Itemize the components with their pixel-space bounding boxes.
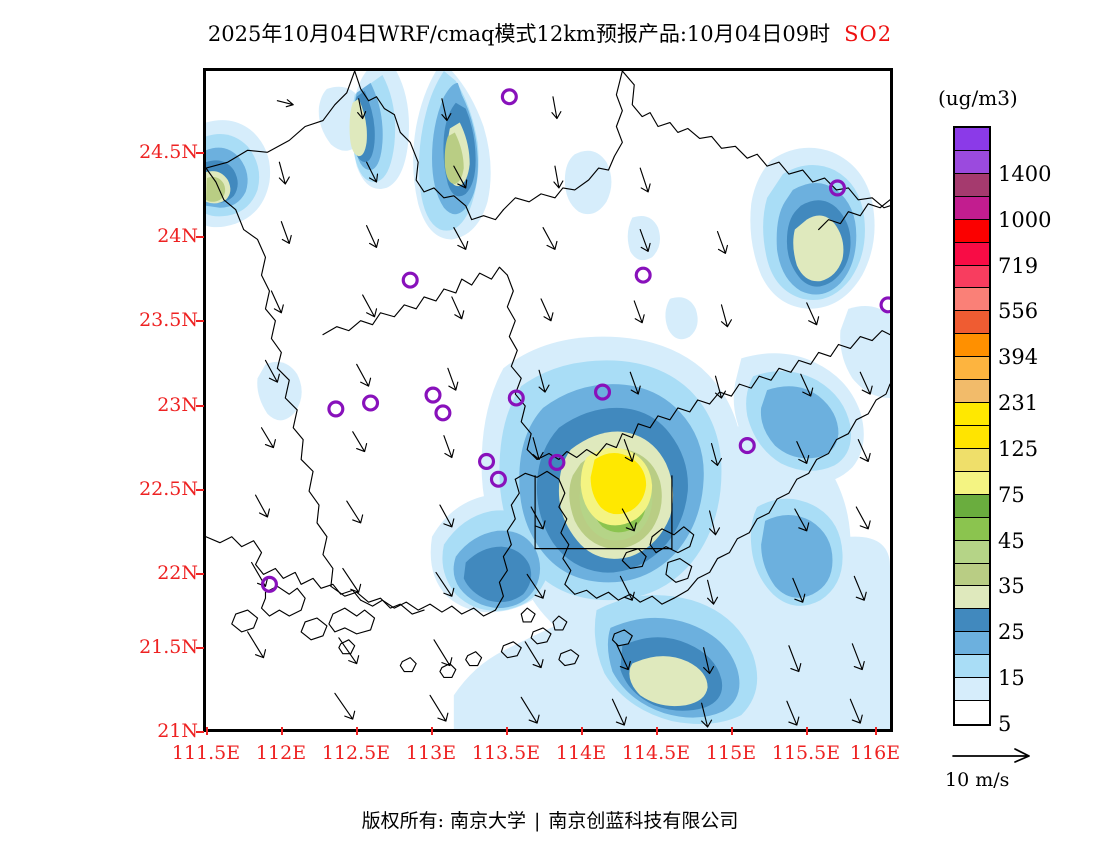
colorbar-tick-labels: 1400 1000 719 556 394 231 125 75 45 35 25 15 5	[998, 126, 1098, 736]
title-species: SO2	[844, 22, 893, 46]
footer-separator: |	[534, 810, 541, 832]
wind-arrow-icon	[952, 748, 1030, 763]
colorbar-band	[955, 242, 989, 266]
colorbar-band	[955, 586, 989, 610]
x-tick-label: 114.5E	[621, 742, 691, 764]
colorbar-tick-label: 125	[998, 436, 1039, 461]
colorbar-band	[955, 196, 989, 220]
colorbar-tick-label: 25	[998, 620, 1025, 645]
title-main: 2025年10月04日WRF/cmaq模式12km预报产品:10月04日09时	[207, 22, 831, 46]
colorbar-band	[955, 517, 989, 541]
colorbar-band	[955, 128, 989, 151]
colorbar-band	[955, 678, 989, 702]
y-tick-label: 24N	[157, 225, 198, 247]
colorbar-band	[955, 288, 989, 312]
colorbar-band	[955, 219, 989, 243]
y-tick-label: 21.5N	[139, 636, 198, 658]
y-tick-label: 22.5N	[139, 478, 198, 500]
footer-owner: 版权所有: 南京大学	[361, 810, 527, 832]
colorbar-band	[955, 173, 989, 197]
colorbar-band	[955, 150, 989, 174]
colorbar-band	[955, 701, 989, 724]
x-tick-label: 111.5E	[171, 742, 241, 764]
y-tick-label: 22N	[157, 562, 198, 584]
colorbar-band	[955, 563, 989, 587]
colorbar-band	[955, 403, 989, 426]
study-domain-box	[534, 475, 673, 550]
y-tick-label: 23.5N	[139, 309, 198, 331]
footer-copyright: 版权所有: 南京大学 | 南京创蓝科技有限公司	[0, 806, 1100, 833]
x-tick-label: 114E	[555, 742, 607, 764]
colorbar-tick-label: 394	[998, 345, 1039, 370]
x-tick-label: 115E	[705, 742, 757, 764]
colorbar-band	[955, 357, 989, 381]
so2-contour-fills	[206, 71, 890, 729]
map-svg	[206, 71, 890, 729]
x-tick-label: 112E	[255, 742, 307, 764]
colorbar-band	[955, 540, 989, 564]
colorbar-tick-label: 719	[998, 253, 1039, 278]
colorbar-tick-label: 1400	[998, 161, 1052, 186]
colorbar-band	[955, 655, 989, 679]
y-tick-label: 24.5N	[139, 141, 198, 163]
colorbar	[953, 126, 991, 726]
x-tick-label: 112.5E	[321, 742, 391, 764]
colorbar-band	[955, 609, 989, 633]
wind-scale-key: 10 m/s	[945, 745, 1075, 800]
y-tick-label: 21N	[157, 720, 198, 742]
colorbar-band	[955, 632, 989, 656]
colorbar-tick-label: 45	[998, 528, 1025, 553]
colorbar-band	[955, 471, 989, 495]
y-tick-label: 23N	[157, 394, 198, 416]
colorbar-tick-label: 231	[998, 391, 1039, 416]
colorbar-tick-label: 556	[998, 299, 1039, 324]
colorbar-tick-label: 15	[998, 666, 1025, 691]
colorbar-tick-label: 1000	[998, 207, 1052, 232]
colorbar-band	[955, 448, 989, 472]
colorbar-band	[955, 494, 989, 518]
colorbar-band	[955, 334, 989, 358]
x-tick-label: 113.5E	[471, 742, 541, 764]
colorbar-tick-label: 35	[998, 574, 1025, 599]
colorbar-units-label: (ug/m3)	[938, 86, 1018, 110]
map-plot-area[interactable]	[203, 68, 893, 732]
page-title: 2025年10月04日WRF/cmaq模式12km预报产品:10月04日09时 S…	[0, 18, 1100, 48]
x-tick-label: 115.5E	[771, 742, 841, 764]
colorbar-band	[955, 311, 989, 335]
colorbar-band	[955, 425, 989, 449]
footer-company: 南京创蓝科技有限公司	[548, 810, 739, 832]
colorbar-band	[955, 265, 989, 289]
wind-scale-label: 10 m/s	[945, 769, 1010, 791]
x-tick-label: 116E	[849, 742, 901, 764]
colorbar-tick-label: 75	[998, 482, 1025, 507]
wind-vectors	[247, 96, 873, 728]
monitoring-stations[interactable]	[260, 88, 890, 593]
colorbar-band	[955, 380, 989, 404]
colorbar-tick-label: 5	[998, 712, 1012, 736]
x-tick-label: 113E	[405, 742, 457, 764]
